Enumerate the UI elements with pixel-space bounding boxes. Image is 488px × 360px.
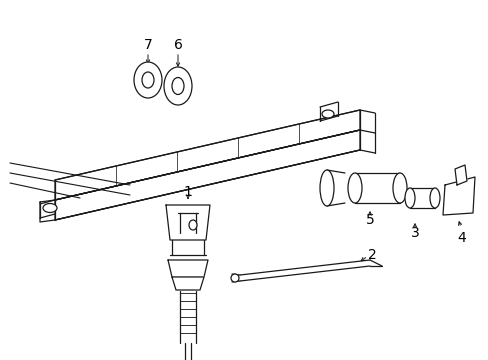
Polygon shape [454, 165, 466, 185]
Ellipse shape [347, 173, 361, 203]
Polygon shape [55, 110, 359, 200]
Ellipse shape [429, 188, 439, 208]
Text: 5: 5 [365, 213, 374, 227]
Ellipse shape [172, 77, 183, 95]
Polygon shape [168, 260, 207, 277]
Ellipse shape [404, 188, 414, 208]
Polygon shape [442, 177, 474, 215]
Ellipse shape [163, 67, 192, 105]
Ellipse shape [142, 72, 154, 88]
Ellipse shape [319, 170, 333, 206]
Ellipse shape [134, 62, 162, 98]
Polygon shape [165, 205, 209, 240]
Text: 3: 3 [410, 226, 419, 240]
Text: 2: 2 [367, 248, 376, 262]
Polygon shape [172, 277, 203, 290]
Text: 1: 1 [183, 185, 192, 199]
Text: 4: 4 [457, 231, 466, 245]
Ellipse shape [189, 220, 197, 230]
Polygon shape [40, 200, 55, 222]
Text: 6: 6 [173, 38, 182, 52]
Ellipse shape [392, 173, 406, 203]
Ellipse shape [321, 110, 333, 118]
Text: 7: 7 [143, 38, 152, 52]
Ellipse shape [230, 274, 239, 282]
Polygon shape [55, 130, 359, 220]
Ellipse shape [43, 203, 57, 212]
